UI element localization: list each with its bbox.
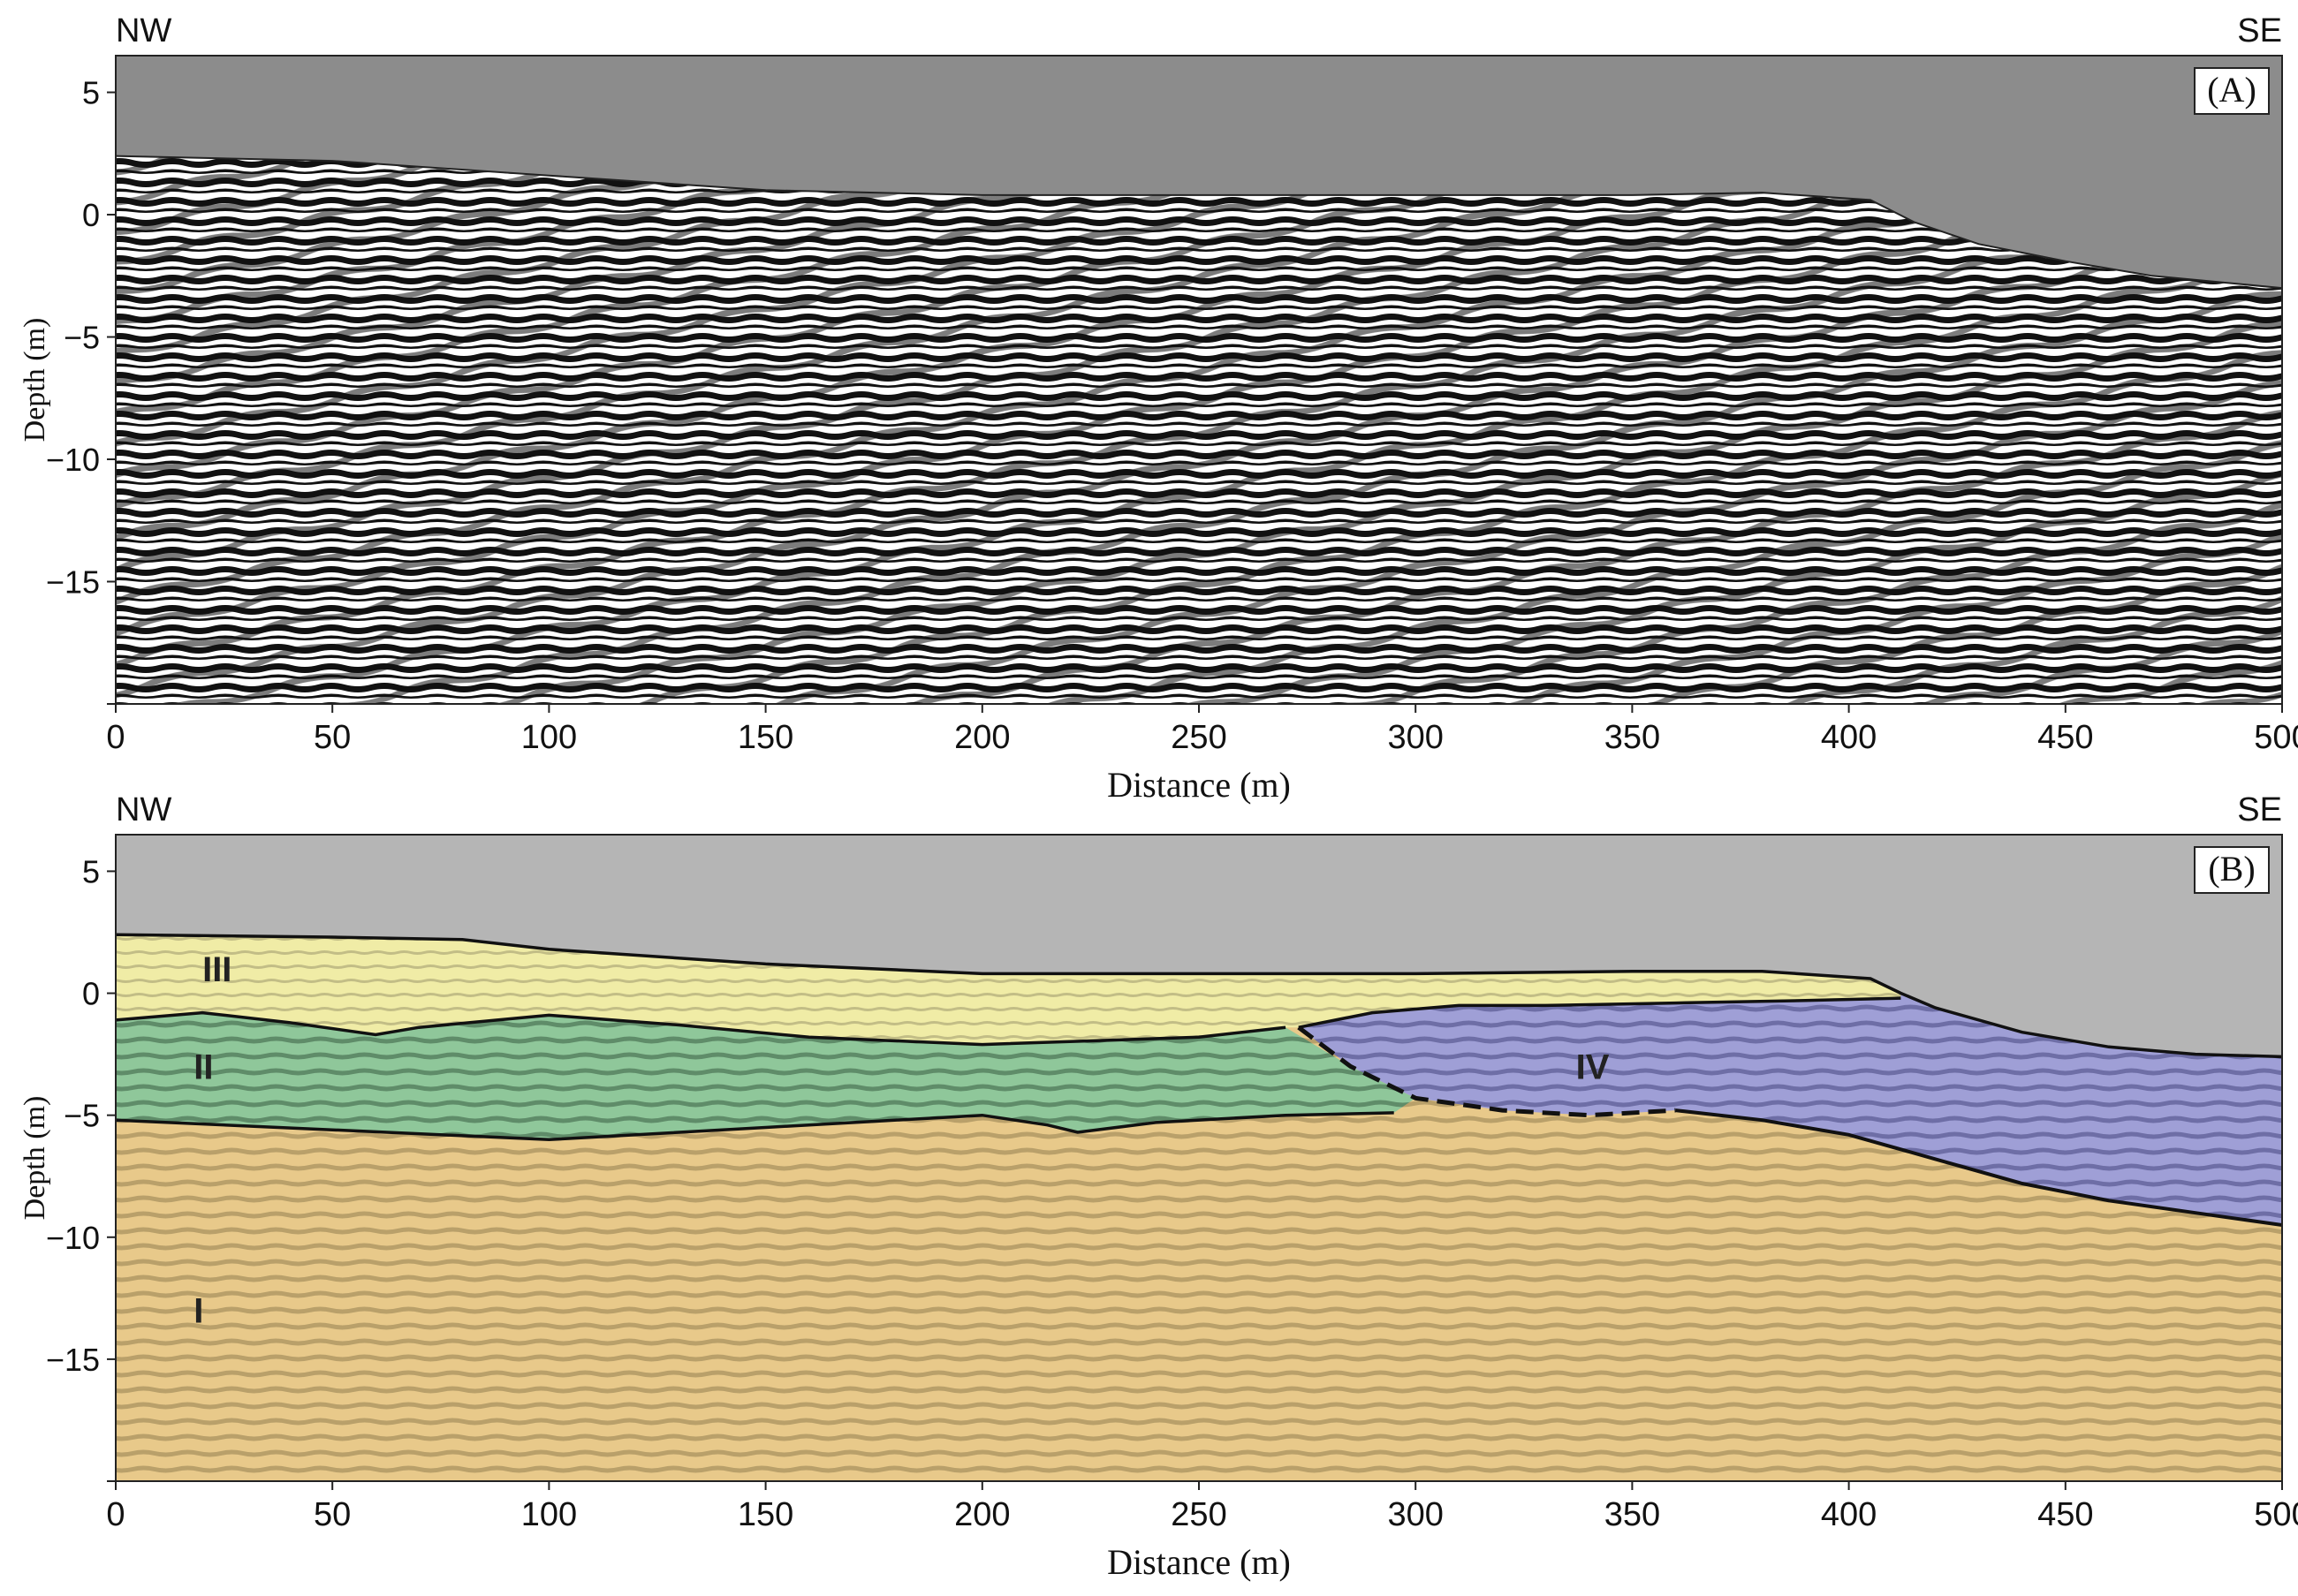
radargram-dipping-reflectors xyxy=(116,155,2282,704)
x-tick-label: 350 xyxy=(1604,719,1660,756)
y-tick-label: 0 xyxy=(82,197,100,233)
direction-label-left: NW xyxy=(116,791,171,828)
boundary-base-IV-dashed xyxy=(1297,1025,1676,1118)
ground-surface-line xyxy=(116,933,2282,1059)
boundary-top-IV xyxy=(1298,996,1901,1029)
x-axis-label: Distance (m) xyxy=(1107,765,1291,805)
unit-label-II: II xyxy=(193,1048,213,1086)
x-tick-label: 450 xyxy=(2037,1496,2093,1533)
boundary-base-IV xyxy=(1675,1108,2282,1227)
unit-II-region xyxy=(116,1012,1416,1140)
x-tick-label: 500 xyxy=(2254,719,2298,756)
x-tick-label: 50 xyxy=(314,1496,351,1533)
panel-label-box: (A) xyxy=(2194,67,2270,115)
x-tick-label: 350 xyxy=(1604,1496,1660,1533)
unit-IV-region xyxy=(1298,993,2282,1225)
x-tick-label: 300 xyxy=(1387,719,1443,756)
x-tick-label: 0 xyxy=(106,1496,125,1533)
panel-label-box: (B) xyxy=(2194,846,2270,894)
y-tick-label: −5 xyxy=(64,1098,100,1134)
direction-label-right: SE xyxy=(2237,12,2282,49)
y-tick-label: 5 xyxy=(82,75,100,111)
boundary-top-II xyxy=(116,1010,1286,1047)
boundary-base-II xyxy=(116,1111,1394,1142)
unit-label-IV: IV xyxy=(1576,1048,1610,1086)
x-tick-label: 150 xyxy=(738,719,793,756)
plot-area xyxy=(116,56,2282,704)
x-tick-label: 400 xyxy=(1821,719,1877,756)
x-tick-label: 50 xyxy=(314,719,351,756)
y-tick-label: 0 xyxy=(82,976,100,1012)
y-tick-label: −10 xyxy=(46,442,100,478)
x-tick-label: 200 xyxy=(954,719,1010,756)
x-tick-label: 100 xyxy=(521,719,577,756)
y-tick-label: −15 xyxy=(46,1342,100,1378)
x-axis-label: Distance (m) xyxy=(1107,1542,1291,1582)
x-tick-label: 250 xyxy=(1171,1496,1226,1533)
x-tick-label: 500 xyxy=(2254,1496,2298,1533)
x-tick-label: 400 xyxy=(1821,1496,1877,1533)
panel-label-frame xyxy=(2194,846,2270,894)
panel-label: (A) xyxy=(2207,70,2256,110)
x-tick-label: 150 xyxy=(738,1496,793,1533)
y-tick-label: −15 xyxy=(46,564,100,601)
ground-surface-line xyxy=(116,155,2282,290)
x-tick-label: 0 xyxy=(106,719,125,756)
x-tick-label: 450 xyxy=(2037,719,2093,756)
unit-III-region xyxy=(116,934,1901,1045)
y-axis-label: Depth (m) xyxy=(19,318,51,442)
panel-label-frame xyxy=(2194,67,2270,115)
y-axis-label: Depth (m) xyxy=(19,1096,51,1221)
unit-label-I: I xyxy=(193,1292,203,1331)
x-tick-label: 300 xyxy=(1387,1496,1443,1533)
direction-label-right: SE xyxy=(2237,791,2282,828)
x-tick-label: 200 xyxy=(954,1496,1010,1533)
panel-label: (B) xyxy=(2208,849,2255,889)
x-tick-label: 250 xyxy=(1171,719,1226,756)
y-tick-label: −10 xyxy=(46,1220,100,1256)
direction-label-left: NW xyxy=(116,12,171,49)
y-tick-label: 5 xyxy=(82,853,100,889)
panel-a: (A)NWSE05010015020025030035040045050050−… xyxy=(19,12,2298,805)
unit-label-III: III xyxy=(202,950,231,989)
x-tick-label: 100 xyxy=(521,1496,577,1533)
y-tick-label: −5 xyxy=(64,320,100,356)
